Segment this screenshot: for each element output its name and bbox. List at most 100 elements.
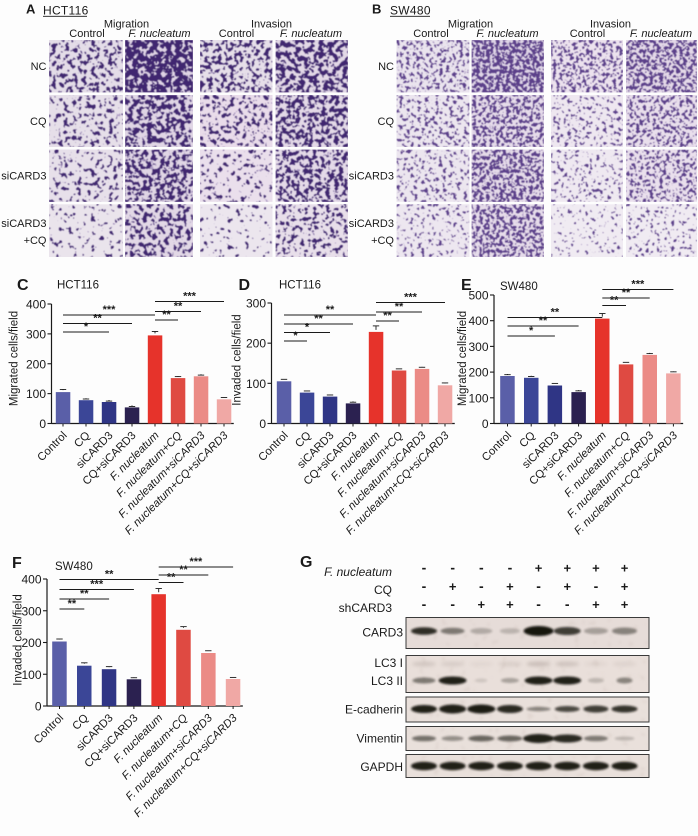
svg-text:SW480: SW480 <box>55 561 93 573</box>
svg-text:Control: Control <box>35 430 69 464</box>
svg-text:Migrated cells/field: Migrated cells/field <box>9 311 21 406</box>
svg-text:siCARD3: siCARD3 <box>349 218 394 230</box>
svg-text:+: + <box>592 561 600 576</box>
svg-text:LC3 I: LC3 I <box>374 656 403 670</box>
svg-text:100: 100 <box>468 391 488 405</box>
svg-text:***: *** <box>404 292 418 304</box>
svg-text:-: - <box>479 578 484 594</box>
svg-text:***: *** <box>631 279 645 291</box>
svg-text:0: 0 <box>482 417 489 431</box>
svg-text:+: + <box>563 561 571 576</box>
svg-text:Control: Control <box>570 28 605 40</box>
svg-text:-: - <box>479 560 484 576</box>
svg-text:-: - <box>508 560 513 576</box>
svg-text:*: * <box>293 330 298 342</box>
svg-text:**: ** <box>105 569 114 581</box>
svg-text:+: + <box>563 579 571 594</box>
svg-text:***: *** <box>90 579 104 591</box>
svg-text:-: - <box>594 578 599 594</box>
svg-text:*: * <box>305 322 310 334</box>
svg-text:**: ** <box>68 598 77 610</box>
svg-text:+: + <box>506 597 514 612</box>
svg-text:Control: Control <box>219 28 254 40</box>
svg-text:*: * <box>84 321 89 333</box>
svg-text:F. nucleatum: F. nucleatum <box>324 565 392 579</box>
svg-text:***: *** <box>189 556 203 568</box>
svg-text:HCT116: HCT116 <box>43 4 89 18</box>
svg-text:+: + <box>535 561 543 576</box>
svg-text:+: + <box>506 579 514 594</box>
svg-text:Vimentin: Vimentin <box>357 732 403 746</box>
svg-text:+CQ: +CQ <box>371 235 394 247</box>
svg-text:siCARD3: siCARD3 <box>349 171 394 183</box>
svg-text:GAPDH: GAPDH <box>360 760 403 774</box>
svg-text:**: ** <box>610 295 619 307</box>
svg-text:Invasion: Invasion <box>590 19 631 31</box>
svg-text:-: - <box>422 578 427 594</box>
svg-text:-: - <box>450 596 455 612</box>
svg-text:Invaded cells/field: Invaded cells/field <box>13 594 25 685</box>
svg-text:-: - <box>536 578 541 594</box>
svg-text:+: + <box>449 579 457 594</box>
svg-text:C: C <box>17 277 29 294</box>
svg-text:200: 200 <box>246 337 266 351</box>
svg-text:-: - <box>536 596 541 612</box>
svg-text:100: 100 <box>26 387 46 401</box>
svg-text:**: ** <box>551 307 560 319</box>
svg-text:0: 0 <box>39 417 46 431</box>
svg-text:HCT116: HCT116 <box>57 280 99 292</box>
svg-text:SW480: SW480 <box>390 4 431 18</box>
svg-text:400: 400 <box>21 573 41 587</box>
svg-text:+: + <box>621 597 629 612</box>
svg-text:A: A <box>26 2 36 17</box>
svg-text:100: 100 <box>21 668 41 682</box>
svg-text:-: - <box>422 560 427 576</box>
svg-text:CQ: CQ <box>374 583 392 597</box>
svg-text:**: ** <box>622 287 631 299</box>
svg-text:+CQ: +CQ <box>24 235 47 247</box>
svg-text:HCT116: HCT116 <box>279 280 321 292</box>
svg-text:LC3 II: LC3 II <box>371 674 403 688</box>
svg-text:400: 400 <box>26 298 46 312</box>
svg-text:200: 200 <box>21 636 41 650</box>
svg-text:**: ** <box>167 572 176 584</box>
svg-text:Control: Control <box>69 28 104 40</box>
svg-text:F. nucleatum: F. nucleatum <box>128 28 190 40</box>
svg-text:**: ** <box>80 588 89 600</box>
svg-text:**: ** <box>395 301 404 313</box>
svg-text:Migration: Migration <box>448 19 493 31</box>
svg-text:NC: NC <box>378 61 394 73</box>
svg-text:Control: Control <box>32 712 66 746</box>
svg-text:CQ: CQ <box>70 712 91 733</box>
svg-text:+: + <box>592 597 600 612</box>
svg-text:SW480: SW480 <box>500 281 538 293</box>
svg-text:**: ** <box>93 313 102 325</box>
svg-text:500: 500 <box>468 289 488 303</box>
svg-text:Invasion: Invasion <box>251 19 292 31</box>
svg-text:**: ** <box>162 309 171 321</box>
svg-text:F. nucleatum: F. nucleatum <box>630 28 692 40</box>
svg-text:E: E <box>461 277 472 294</box>
svg-text:siCARD3: siCARD3 <box>1 171 46 183</box>
svg-text:Migrated cells/field: Migrated cells/field <box>457 311 469 406</box>
svg-text:200: 200 <box>26 357 46 371</box>
svg-text:NC: NC <box>31 61 47 73</box>
svg-text:+: + <box>621 579 629 594</box>
svg-text:***: *** <box>103 304 117 316</box>
svg-text:Migration: Migration <box>104 19 149 31</box>
svg-text:+: + <box>621 561 629 576</box>
svg-text:F: F <box>12 555 22 572</box>
svg-text:Control: Control <box>256 430 290 464</box>
svg-text:*: * <box>529 325 534 337</box>
svg-text:-: - <box>565 596 570 612</box>
svg-text:**: ** <box>174 301 183 313</box>
svg-text:-: - <box>422 596 427 612</box>
svg-text:Control: Control <box>413 28 448 40</box>
svg-text:CQ: CQ <box>30 116 47 128</box>
svg-text:shCARD3: shCARD3 <box>339 601 393 615</box>
svg-text:siCARD3: siCARD3 <box>1 218 46 230</box>
svg-text:F. nucleatum: F. nucleatum <box>280 28 342 40</box>
svg-text:CARD3: CARD3 <box>362 626 403 640</box>
svg-text:**: ** <box>383 310 392 322</box>
svg-text:400: 400 <box>468 314 488 328</box>
